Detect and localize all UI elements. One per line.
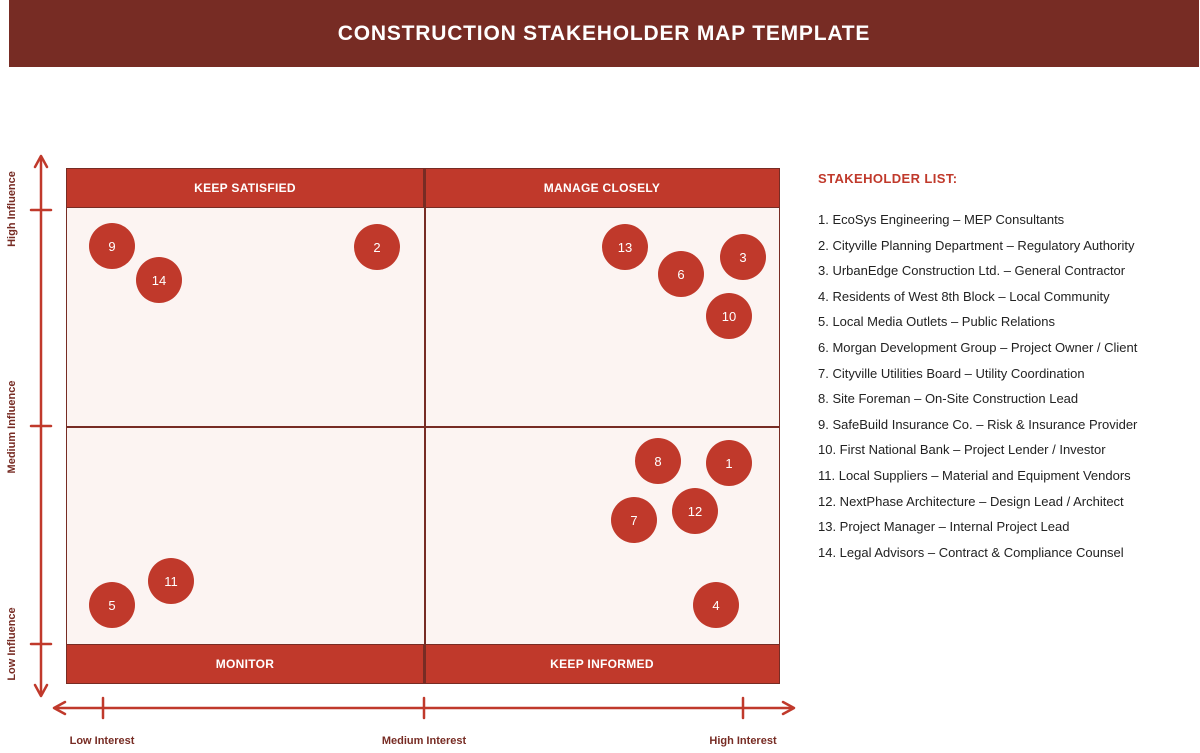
page-title: CONSTRUCTION STAKEHOLDER MAP TEMPLATE: [337, 21, 871, 45]
y-axis-arrow-top: [33, 154, 49, 169]
quadrant-footer-keep-informed: KEEP INFORMED: [424, 644, 780, 684]
stakeholder-list-item: 3. UrbanEdge Construction Ltd. – General…: [818, 263, 1126, 279]
stakeholder-list-item: 13. Project Manager – Internal Project L…: [818, 519, 1070, 535]
stakeholder-list-item: 11. Local Suppliers – Material and Equip…: [818, 467, 1131, 483]
y-axis-arrow-bottom: [33, 683, 49, 698]
stakeholder-list-item: 12. NextPhase Architecture – Design Lead…: [818, 493, 1124, 509]
stakeholder-bubble-7[interactable]: 7: [611, 497, 657, 543]
stakeholder-bubble-1[interactable]: 1: [706, 440, 752, 486]
stakeholder-bubble-13[interactable]: 13: [602, 224, 648, 270]
stakeholder-list-item: 1. EcoSys Engineering – MEP Consultants: [818, 212, 1065, 227]
stakeholder-bubble-10[interactable]: 10: [706, 293, 752, 339]
stakeholder-list-item: 8. Site Foreman – On-Site Construction L…: [818, 391, 1079, 407]
x-label-low: Low Interest: [69, 735, 135, 747]
x-axis-arrow-left: [52, 700, 67, 716]
stakeholder-list-item: 14. Legal Advisors – Contract & Complian…: [818, 544, 1124, 560]
stakeholder-bubble-12[interactable]: 12: [672, 488, 718, 534]
stakeholder-bubble-11[interactable]: 11: [148, 558, 194, 604]
stakeholder-list-item: 6. Morgan Development Group – Project Ow…: [818, 339, 1138, 355]
y-label-low: Low Influence: [6, 607, 18, 681]
y-label-medium: Medium Influence: [6, 380, 18, 474]
quadrant-footer-monitor: MONITOR: [66, 644, 424, 684]
x-label-high: High Interest: [709, 735, 777, 747]
stakeholder-bubble-5[interactable]: 5: [89, 582, 135, 628]
matrix-horizontal-divider: [66, 426, 780, 428]
stakeholder-list-title: STAKEHOLDER LIST:: [818, 171, 958, 186]
x-label-medium: Medium Interest: [381, 735, 467, 747]
stakeholder-bubble-8[interactable]: 8: [635, 438, 681, 484]
page-header: CONSTRUCTION STAKEHOLDER MAP TEMPLATE: [9, 0, 1199, 67]
stakeholder-bubble-4[interactable]: 4: [693, 582, 739, 628]
stakeholder-list-item: 5. Local Media Outlets – Public Relation…: [818, 314, 1056, 330]
stakeholder-list-item: 7. Cityville Utilities Board – Utility C…: [818, 365, 1085, 381]
stakeholder-list: 1. EcoSys Engineering – MEP Consultants …: [818, 211, 1137, 569]
stakeholder-bubble-14[interactable]: 14: [136, 257, 182, 303]
stakeholder-bubble-9[interactable]: 9: [89, 223, 135, 269]
stakeholder-list-item: 2. Cityville Planning Department – Regul…: [818, 237, 1135, 253]
quadrant-header-manage-closely: MANAGE CLOSELY: [424, 168, 780, 208]
stakeholder-bubble-2[interactable]: 2: [354, 224, 400, 270]
stakeholder-bubble-6[interactable]: 6: [658, 251, 704, 297]
stakeholder-bubble-3[interactable]: 3: [720, 234, 766, 280]
y-label-high: High Influence: [6, 171, 18, 247]
quadrant-header-keep-satisfied: KEEP SATISFIED: [66, 168, 424, 208]
stakeholder-list-item: 10. First National Bank – Project Lender…: [818, 442, 1106, 458]
stakeholder-list-item: 4. Residents of West 8th Block – Local C…: [818, 288, 1110, 304]
stakeholder-list-item: 9. SafeBuild Insurance Co. – Risk & Insu…: [818, 416, 1138, 432]
x-axis-arrow-right: [781, 700, 796, 716]
